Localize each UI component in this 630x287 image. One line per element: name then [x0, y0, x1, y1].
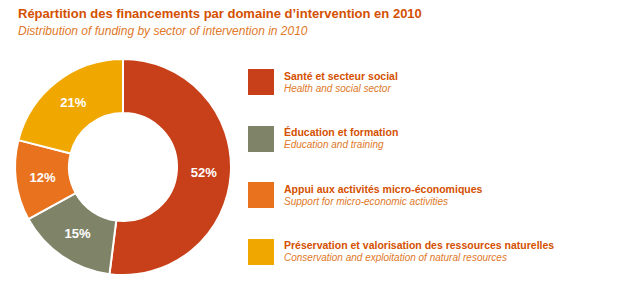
- svg-text:15%: 15%: [64, 226, 90, 241]
- html-text:Conservation and exploitation: Conservation and exploitation of natural…: [284, 252, 507, 263]
- html-text:Support for micro-economic act: Support for micro-economic activities: [284, 195, 448, 207]
- svg-text:21%: 21%: [60, 95, 86, 110]
- html-text:Répartition des financements p: Répartition des financements par domaine…: [18, 6, 422, 21]
- svg-text:12%: 12%: [30, 170, 56, 185]
- svg-text:52%: 52%: [191, 165, 217, 180]
- html-text:Distribution of funding by sec: Distribution of funding by sector of int…: [18, 24, 308, 38]
- html-text:Santé et secteur social: Santé et secteur social: [284, 70, 398, 82]
- html-text:Health and social sector: Health and social sector: [284, 82, 391, 94]
- html-text:Préservation et valorisation d: Préservation et valorisation des ressour…: [284, 239, 555, 252]
- html-text:Appui aux activités micro-écon: Appui aux activités micro-économiques: [284, 183, 483, 195]
- html-text:Éducation et formation: Éducation et formation: [284, 126, 399, 139]
- html-text:Education and training: Education and training: [284, 139, 384, 150]
